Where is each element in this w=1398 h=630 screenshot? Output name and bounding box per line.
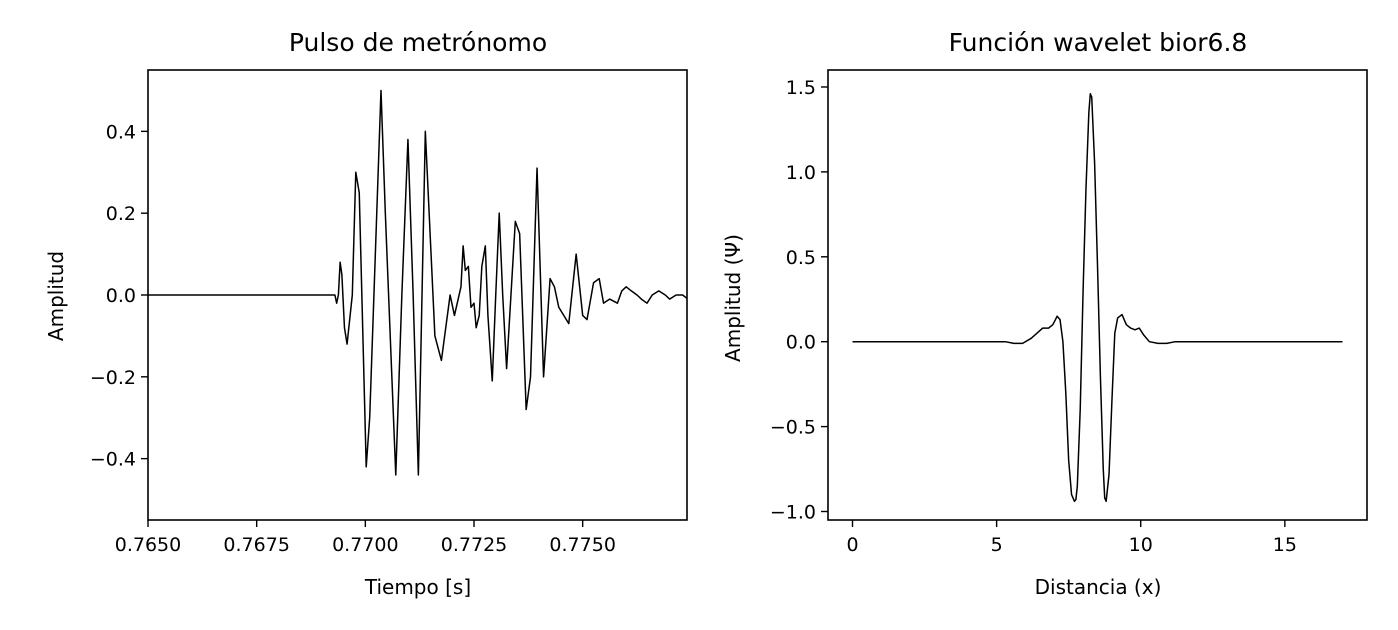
y-tick-label: 0.0: [106, 285, 136, 307]
axes-frame: [827, 69, 1368, 521]
series-line-0: [852, 93, 1343, 503]
y-tick-label: 0.2: [106, 203, 136, 225]
x-tick-label: 0: [846, 534, 858, 556]
bior68-wavelet-chart: Función wavelet bior6.8 0 5 10 15 −1.0 −0.5 0…: [721, 28, 1368, 599]
x-tick-label: 5: [991, 534, 1003, 556]
y-axis-label: Amplitud: [44, 251, 68, 341]
series-line-0: [148, 89, 687, 476]
x-tick-label: 0.7725: [441, 534, 507, 556]
y-axis: −1.0 −0.5 0.0 0.5 1.0 1.5: [770, 77, 828, 524]
x-tick-label: 0.7700: [332, 534, 398, 556]
y-tick-label: −0.4: [90, 449, 136, 471]
x-tick-label: 0.7650: [115, 534, 181, 556]
metronome-pulse-chart: Pulso de metrónomo 0.7650 0.7675 0.7700 0.7…: [44, 28, 688, 599]
x-axis-label: Distancia (x): [1035, 575, 1162, 599]
chart-title: Función wavelet bior6.8: [949, 28, 1248, 57]
plot-area: [148, 89, 687, 476]
chart-title: Pulso de metrónomo: [289, 28, 547, 57]
plot-area: [852, 93, 1343, 503]
x-axis: 0.7650 0.7675 0.7700 0.7725 0.7750: [115, 520, 616, 556]
y-axis: −0.4 −0.2 0.0 0.2 0.4: [90, 121, 148, 471]
y-tick-label: 1.5: [786, 77, 816, 99]
x-tick-label: 0.7750: [549, 534, 615, 556]
y-axis-label: Amplitud (Ψ): [721, 234, 745, 362]
x-axis: 0 5 10 15: [846, 520, 1297, 556]
y-tick-label: 1.0: [786, 162, 816, 184]
y-tick-label: 0.0: [786, 332, 816, 354]
x-tick-label: 10: [1129, 534, 1153, 556]
y-tick-label: −1.0: [770, 502, 816, 524]
y-tick-label: 0.5: [786, 247, 816, 269]
x-axis-label: Tiempo [s]: [364, 575, 471, 599]
x-tick-label: 0.7675: [223, 534, 289, 556]
x-tick-label: 15: [1273, 534, 1297, 556]
y-tick-label: 0.4: [106, 121, 136, 143]
y-tick-label: −0.2: [90, 367, 136, 389]
y-tick-label: −0.5: [770, 417, 816, 439]
